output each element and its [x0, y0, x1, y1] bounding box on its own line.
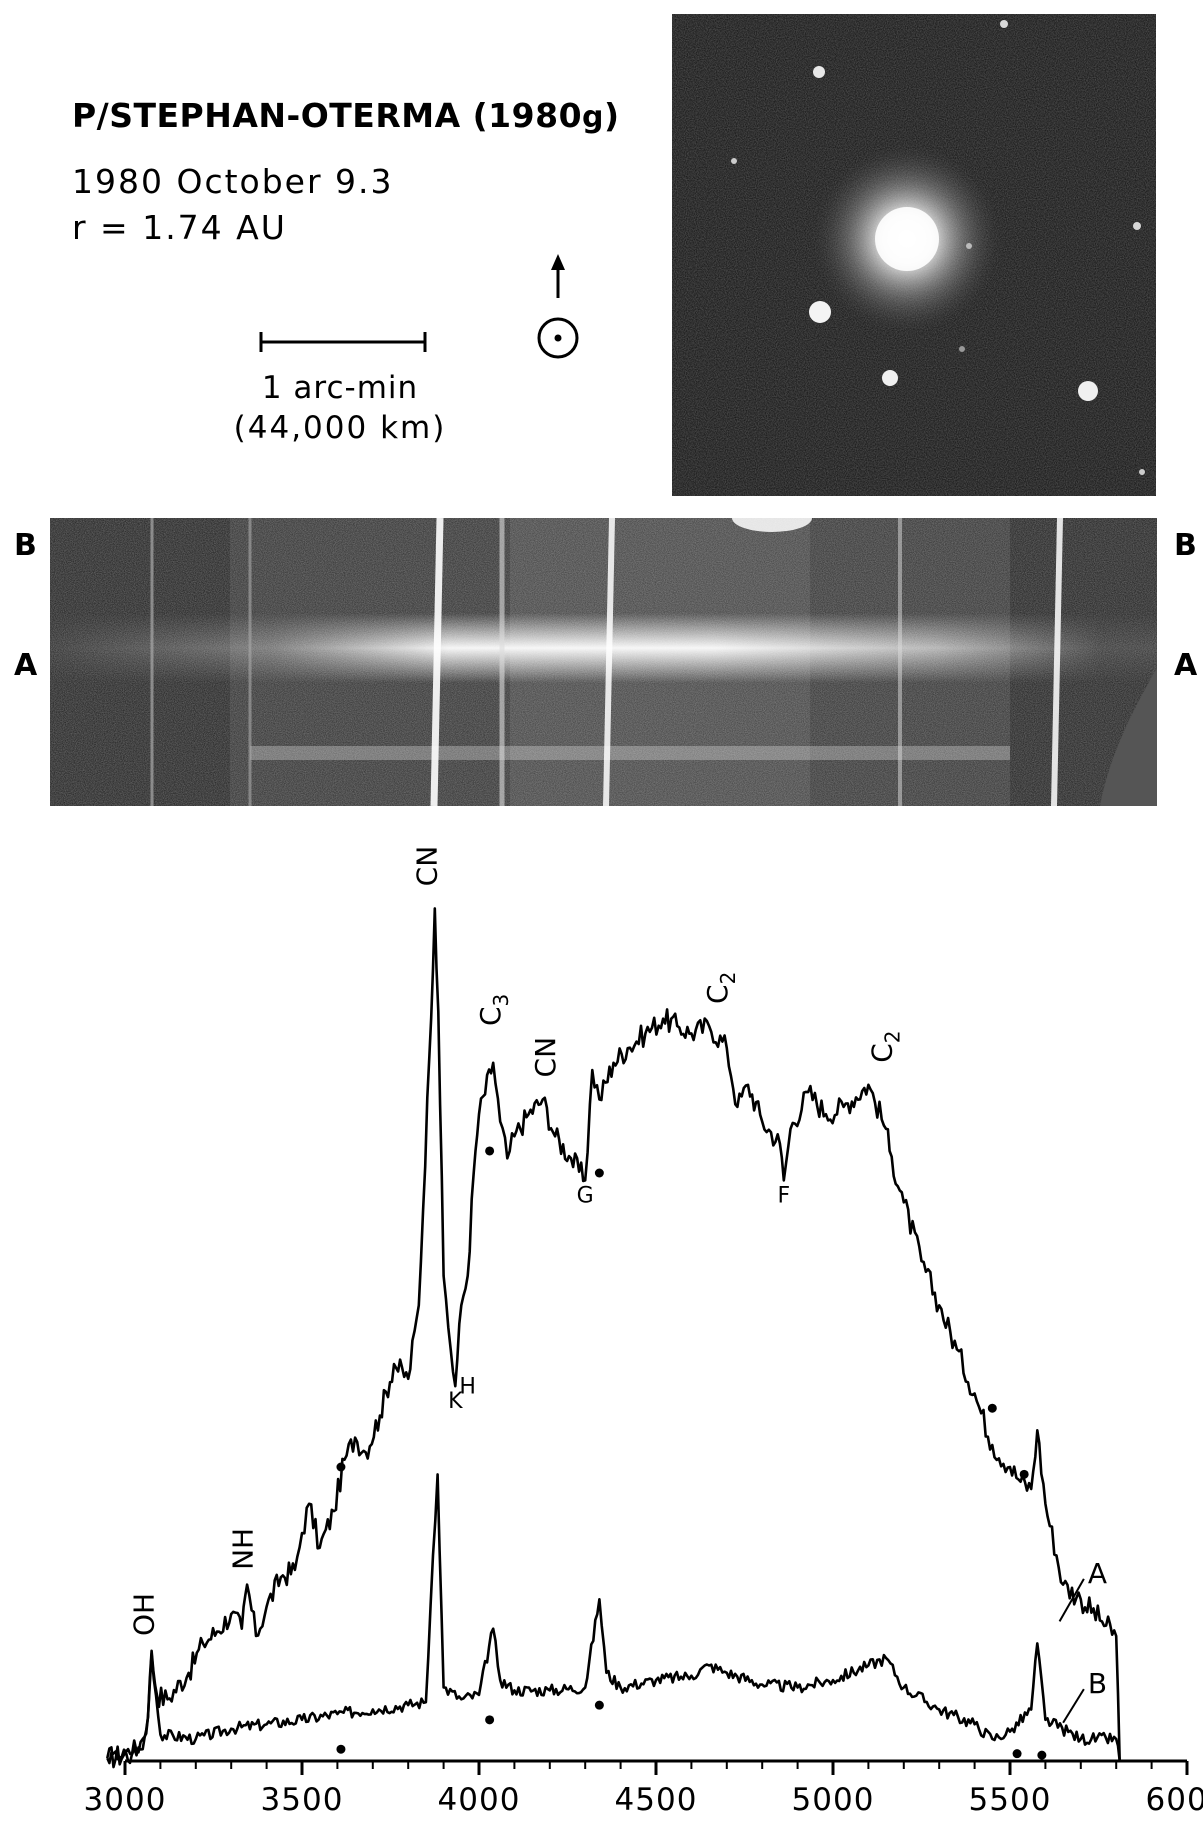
solar-line-marker	[485, 1715, 495, 1725]
emission-label: OH	[127, 1593, 160, 1636]
comet-photograph	[672, 14, 1156, 496]
scale-km-label: (44,000 km)	[233, 410, 447, 446]
solar-line-marker	[336, 1462, 346, 1472]
spectrum-trace-a	[106, 907, 1121, 1769]
x-tick-label: 3000	[84, 1782, 167, 1818]
solar-line-marker	[1019, 1469, 1029, 1479]
series-label-a: A	[1088, 1557, 1107, 1590]
heliocentric-distance: r = 1.74 AU	[72, 208, 287, 247]
long-slit-spectrogram	[50, 518, 1157, 806]
emission-label: NH	[226, 1528, 259, 1570]
solar-line-marker	[485, 1146, 495, 1156]
x-tick-label: 6000	[1146, 1782, 1203, 1818]
series-leader-line	[1062, 1688, 1085, 1724]
scale-bar	[259, 332, 427, 352]
emission-label: C2	[865, 1030, 904, 1062]
emission-label: C3	[474, 994, 513, 1026]
solar-line-marker	[987, 1403, 997, 1413]
spectrum-trace-b	[106, 1473, 1121, 1765]
spectrogram-label-a-left: A	[14, 648, 38, 683]
solar-line-marker	[594, 1700, 604, 1710]
spectrogram-label-a-right: A	[1174, 648, 1198, 683]
absorption-label: F	[777, 1183, 790, 1208]
star	[809, 301, 831, 323]
solar-line-marker	[1037, 1750, 1047, 1760]
emission-label: CN	[411, 846, 444, 887]
series-leader-line	[1058, 1578, 1085, 1622]
solar-line-marker	[1012, 1749, 1022, 1759]
series-label-b: B	[1088, 1667, 1107, 1700]
spectrogram-label-b-left: B	[14, 528, 37, 563]
absorption-label: G	[577, 1183, 594, 1208]
emission-label: CN	[529, 1037, 562, 1078]
solar-line-marker	[336, 1744, 346, 1754]
x-tick-label: 4000	[438, 1782, 521, 1818]
spectrogram-label-b-right: B	[1174, 528, 1197, 563]
absorption-label: K	[448, 1389, 463, 1414]
star	[813, 66, 825, 78]
scale-label: 1 arc-min	[261, 370, 419, 406]
emission-label: C2	[701, 972, 740, 1004]
x-tick-label: 3500	[261, 1782, 344, 1818]
x-tick-label: 5500	[969, 1782, 1052, 1818]
spectrum-plot: 3000 3500 4000 4500 5000 5500 6000 A B OH NH CN C3 CN…	[84, 846, 1203, 1818]
star	[882, 370, 898, 386]
x-tick-label: 4500	[615, 1782, 698, 1818]
sun-direction-icon	[537, 254, 579, 359]
observation-date: 1980 October 9.3	[72, 162, 394, 201]
solar-line-marker	[594, 1168, 604, 1178]
figure-title: P/STEPHAN-OTERMA (1980g)	[72, 96, 620, 135]
x-tick-label: 5000	[792, 1782, 875, 1818]
star	[1078, 381, 1098, 401]
absorption-label: H	[459, 1375, 476, 1400]
